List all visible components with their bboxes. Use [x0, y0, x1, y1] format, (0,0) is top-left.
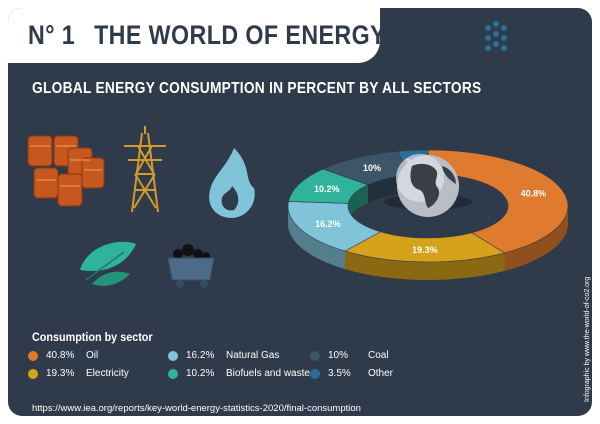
- donut-label-natural-gas: 16.2%: [315, 219, 341, 229]
- donut-chart: 40.8%19.3%16.2%10.2%10%3.5%: [287, 149, 569, 280]
- power-pylon-icon: [124, 126, 166, 213]
- legend-item-natural-gas: 16.2% Natural Gas: [168, 350, 279, 361]
- donut-label-biofuels-and-waste: 10.2%: [314, 184, 340, 194]
- legend-item-oil: 40.8% Oil: [28, 350, 98, 361]
- source-link[interactable]: https://www.iea.org/reports/key-world-en…: [32, 403, 361, 414]
- infographic-card: N° 1 THE WORLD OF ENERGY GLOBAL ENERGY CO…: [8, 8, 592, 416]
- world-of-co2-logo-icon: [485, 21, 507, 51]
- legend-title: Consumption by sector: [32, 330, 153, 344]
- donut-label-electricity: 19.3%: [412, 245, 438, 255]
- logo-text: THE WORLD OF CO2: [510, 18, 564, 53]
- donut-slice-oil: [427, 149, 569, 254]
- donut-depth-oil: [504, 206, 568, 271]
- legend-dot: [28, 368, 38, 379]
- legend-item-biofuels: 10.2% Biofuels and waste: [168, 368, 310, 379]
- legend-item-coal: 10% Coal: [310, 350, 389, 361]
- globe-icon: [384, 154, 472, 217]
- donut-label-oil: 40.8%: [521, 188, 547, 198]
- icon-layer: [27, 126, 255, 288]
- credit-text: Infographic by www.the-world-of-co2.org: [584, 276, 591, 402]
- biofuel-leaves-icon: [80, 241, 136, 286]
- issue-number: N° 1: [28, 20, 76, 50]
- donut-depth-electricity: [345, 251, 505, 280]
- title-tab: [8, 8, 380, 63]
- legend-dot: [310, 350, 320, 361]
- legend-item-electricity: 19.3% Electricity: [28, 368, 129, 379]
- legend-dot: [28, 350, 38, 361]
- chart-subtitle: GLOBAL ENERGY CONSUMPTION IN PERCENT BY …: [32, 80, 482, 97]
- legend-dot: [168, 350, 178, 361]
- title-text: THE WORLD OF ENERGY: [94, 20, 387, 50]
- legend-item-other: 3.5% Other: [310, 368, 393, 379]
- oil-barrels-icon: [27, 135, 105, 207]
- donut-wall-biofuels-and-waste: [348, 184, 368, 222]
- gas-flame-icon: [209, 148, 255, 218]
- page-title: N° 1 THE WORLD OF ENERGY: [28, 20, 386, 51]
- donut-depth-natural-gas: [288, 206, 346, 270]
- coal-cart-icon: [167, 244, 215, 288]
- legend-dot: [310, 368, 320, 379]
- legend-dot: [168, 368, 178, 379]
- donut-label-coal: 10%: [363, 163, 381, 173]
